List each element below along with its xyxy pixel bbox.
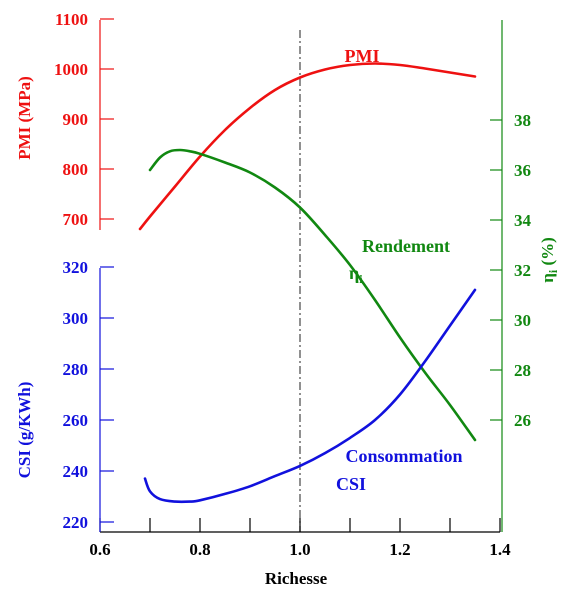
eta-tick-label: 26 — [514, 411, 531, 430]
series-label-rendement: Rendement — [362, 236, 450, 256]
series-line-consommation — [143, 288, 477, 504]
csi-tick-label: 240 — [63, 462, 89, 481]
csi-axis-title: CSI (g/KWh) — [15, 382, 34, 479]
x-tick-label: 1.0 — [289, 540, 310, 559]
pmi-tick-label: 1000 — [54, 60, 88, 79]
series-label-csi: CSI — [336, 474, 366, 494]
eta-axis-title-unit: (%) — [538, 237, 557, 270]
x-tick-label: 1.4 — [489, 540, 511, 559]
series-label-rendement-eta-sub: i — [359, 272, 363, 286]
csi-tick-label: 260 — [63, 411, 89, 430]
pmi-tick-label: 700 — [63, 210, 89, 229]
pmi-axis-title: PMI (MPa) — [15, 76, 34, 160]
pmi-tick-label: 800 — [63, 160, 89, 179]
eta-axis-title-main: η — [538, 273, 557, 283]
eta-axis-title: ηi (%) — [538, 237, 560, 283]
axes-layer — [99, 18, 503, 533]
eta-tick-label: 36 — [514, 161, 531, 180]
x-tick-label: 0.8 — [189, 540, 210, 559]
x-tick-label: 0.6 — [89, 540, 110, 559]
csi-tick-label: 220 — [63, 513, 89, 532]
pmi-tick-label: 900 — [63, 110, 89, 129]
eta-tick-label: 38 — [514, 111, 531, 130]
eta-tick-label: 28 — [514, 361, 531, 380]
x-axis-title: Richesse — [265, 569, 328, 588]
series-label-consommation: Consommation — [345, 446, 462, 466]
series-line-pmi — [138, 62, 477, 231]
x-tick-label: 1.2 — [389, 540, 410, 559]
eta-axis-title-sub: i — [546, 269, 560, 273]
eta-tick-label: 32 — [514, 261, 531, 280]
csi-tick-label: 300 — [63, 309, 89, 328]
eta-tick-label: 30 — [514, 311, 531, 330]
series-layer — [138, 62, 477, 504]
series-label-rendement-eta-main: η — [349, 263, 359, 283]
pmi-tick-label: 1100 — [55, 10, 88, 29]
eta-tick-label: 34 — [514, 211, 532, 230]
csi-tick-label: 280 — [63, 360, 89, 379]
csi-tick-label: 320 — [63, 258, 89, 277]
series-label-rendement-eta: ηi — [349, 263, 363, 286]
series-label-pmi: PMI — [345, 46, 380, 66]
label-layer: 0.6 0.8 1.0 1.2 1.4 Richesse 700 800 900 1000 1100… — [15, 10, 560, 588]
series-line-rendement — [148, 148, 477, 442]
